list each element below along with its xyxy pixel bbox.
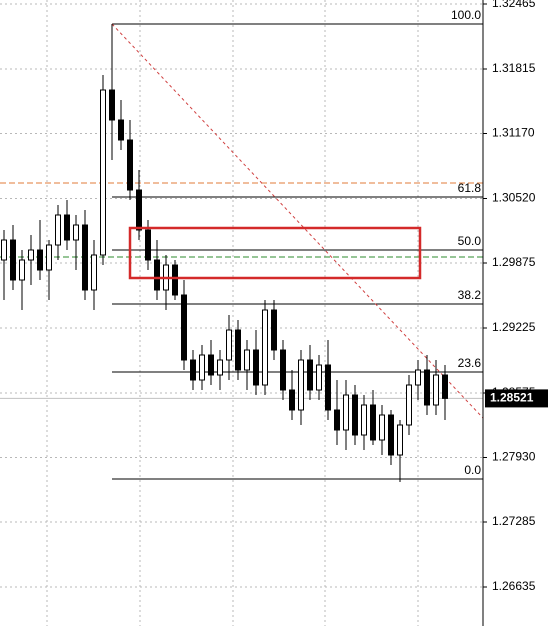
candle-body xyxy=(82,224,88,291)
candle-body xyxy=(10,239,16,281)
last-price-box xyxy=(485,389,548,408)
candle-body xyxy=(28,249,34,261)
candle-body xyxy=(73,224,79,241)
last-price-label: 1.28521 xyxy=(490,391,534,405)
candle-body xyxy=(217,359,223,376)
candle-body xyxy=(100,89,106,256)
fib-label: 23.6 xyxy=(458,356,482,370)
candle-body xyxy=(316,364,322,391)
candle-body xyxy=(406,384,412,426)
candle-body xyxy=(280,349,286,391)
candle-body xyxy=(352,394,358,436)
candle-body xyxy=(64,214,70,241)
candle-body xyxy=(289,389,295,411)
candle-body xyxy=(127,139,133,191)
y-tick-label: 1.32465 xyxy=(492,0,536,10)
candle-body xyxy=(334,409,340,431)
candle-body xyxy=(1,239,7,261)
fib-label: 100.0 xyxy=(451,8,481,22)
fib-label: 50.0 xyxy=(458,234,482,248)
y-tick-label: 1.29225 xyxy=(492,320,536,334)
candle-body xyxy=(145,229,151,261)
candle-body xyxy=(325,364,331,411)
candle-body xyxy=(46,244,52,271)
candle-body xyxy=(226,329,232,361)
fib-label: 0.0 xyxy=(464,463,481,477)
candle-body xyxy=(253,349,259,386)
candle-body xyxy=(19,259,25,281)
y-tick-label: 1.31170 xyxy=(492,126,535,140)
candle-body xyxy=(397,424,403,456)
highlight-box xyxy=(128,226,422,280)
candle-body xyxy=(172,264,178,296)
candle-body xyxy=(55,214,61,246)
y-tick-label: 1.31815 xyxy=(492,61,536,75)
candle-body xyxy=(271,309,277,351)
candle-body xyxy=(235,329,241,371)
candle-body xyxy=(379,414,385,441)
trendline xyxy=(111,23,484,419)
candle-body xyxy=(343,394,349,431)
candle-body xyxy=(208,354,214,376)
candle-body xyxy=(442,374,448,399)
candle-body xyxy=(91,254,97,291)
candle-body xyxy=(199,354,205,381)
candle-body xyxy=(109,89,115,121)
y-tick-label: 1.30520 xyxy=(492,191,536,205)
y-tick-label: 1.27285 xyxy=(492,514,536,528)
fib-label: 38.2 xyxy=(458,288,482,302)
candle-body xyxy=(307,359,313,391)
candle-body xyxy=(37,249,43,271)
candle-body xyxy=(415,369,421,386)
candle-body xyxy=(298,359,304,411)
y-tick-label: 1.27930 xyxy=(492,450,536,464)
candle-body xyxy=(262,309,268,386)
candle-body xyxy=(361,404,367,436)
candle-body xyxy=(181,294,187,361)
candle-body xyxy=(370,404,376,441)
candle-body xyxy=(433,374,439,406)
y-tick-label: 1.29875 xyxy=(492,255,536,269)
candle-body xyxy=(190,359,196,381)
candle-body xyxy=(424,369,430,406)
candle-body xyxy=(136,189,142,231)
candle-body xyxy=(118,119,124,141)
y-tick-label: 1.26635 xyxy=(492,579,536,593)
candle-body xyxy=(388,414,394,456)
fib-label: 61.8 xyxy=(458,181,482,195)
candle-body xyxy=(154,259,160,291)
candle-body xyxy=(244,349,250,371)
